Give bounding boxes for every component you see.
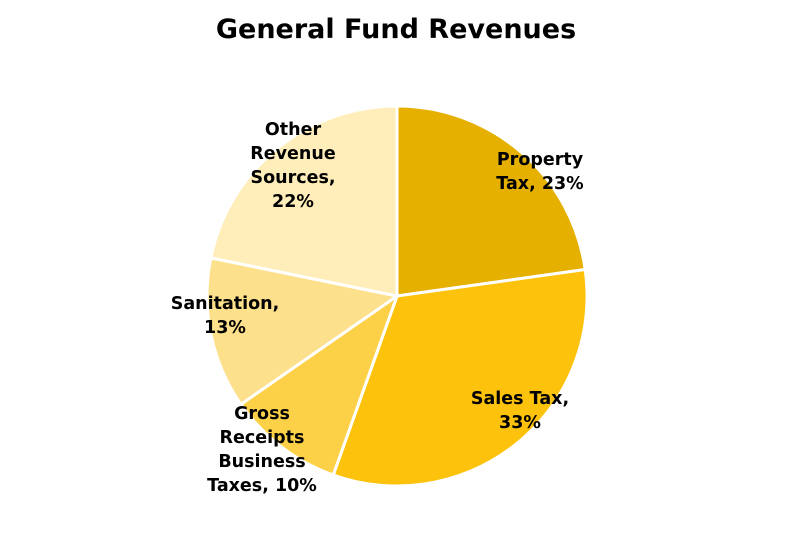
chart-title: General Fund Revenues [215, 14, 577, 45]
slice-label-sales-tax: Sales Tax, 33% [470, 389, 570, 433]
slice-label-sanitation: Sanitation, 13% [170, 294, 280, 338]
pie-slice-sanitation [205, 256, 399, 406]
slice-label-other-revenue: Other Revenue Sources, 22% [250, 120, 336, 212]
slice-label-gross-receipts: Gross Receipts Business Taxes, 10% [207, 404, 317, 496]
pie-slice-sales-tax [331, 267, 589, 488]
slice-label-property-tax: Property Tax, 23% [496, 150, 584, 194]
pie-slice-other-revenue-sources [209, 104, 399, 298]
pie-slice-property-tax [395, 104, 587, 298]
pie-slice-gross-receipts-business-taxes [239, 294, 399, 477]
